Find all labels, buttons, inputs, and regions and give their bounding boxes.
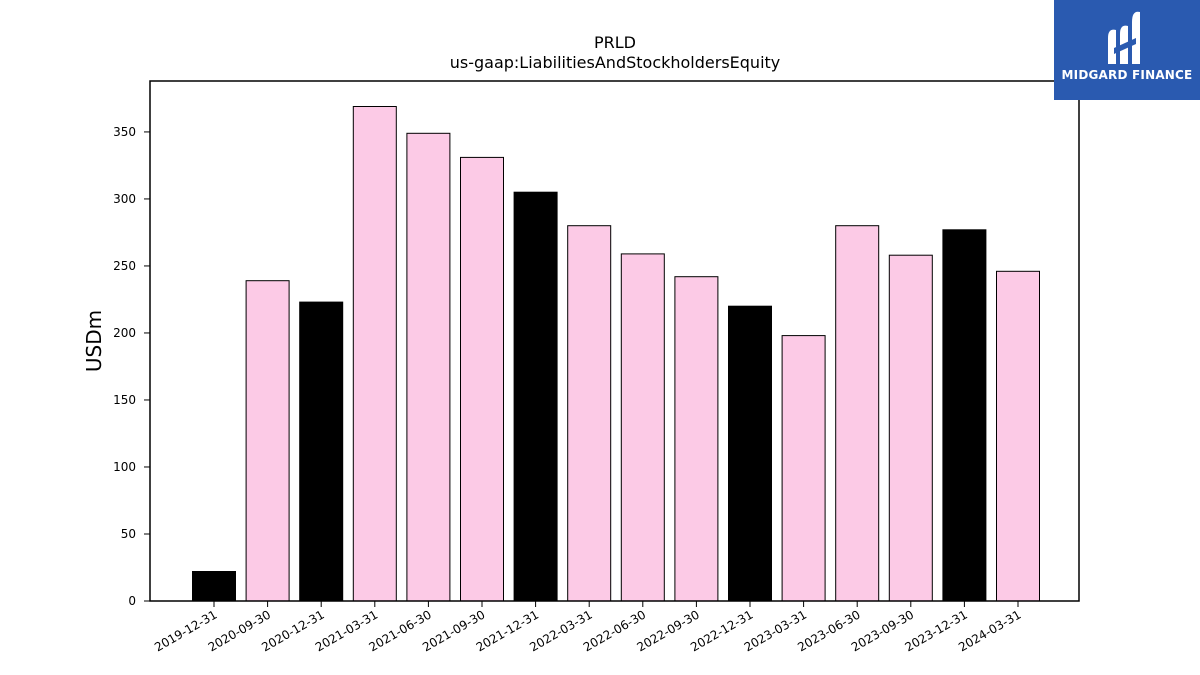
bar-2023-03-31	[781, 335, 826, 602]
y-tick-label: 150	[113, 393, 136, 407]
bar-2020-12-31	[299, 301, 344, 602]
bar-2022-09-30	[674, 276, 719, 602]
chart-title: PRLD	[594, 33, 636, 52]
y-tick-label: 300	[113, 192, 136, 206]
bar-2021-03-31	[352, 106, 397, 602]
brand-name: MIDGARD FINANCE	[1061, 68, 1193, 82]
bar-2022-03-31	[567, 225, 612, 602]
chart-subtitle: us-gaap:LiabilitiesAndStockholdersEquity	[450, 53, 781, 72]
y-tick-label: 250	[113, 259, 136, 273]
y-tick-label: 0	[128, 594, 136, 608]
bar-2024-03-31	[996, 270, 1040, 602]
y-axis-label: USDm	[82, 310, 106, 372]
bar-2021-09-30	[460, 156, 504, 602]
bar-2022-12-31	[728, 305, 772, 602]
midgard-logo-icon	[1108, 11, 1140, 64]
bar-2022-06-30	[620, 253, 665, 602]
y-tick-label: 200	[113, 326, 136, 340]
bar-2023-12-31	[942, 229, 987, 602]
y-tick-label: 50	[121, 527, 136, 541]
bars-layer	[192, 106, 1040, 602]
plot-frame	[149, 80, 1080, 602]
bar-2023-06-30	[835, 225, 880, 602]
bar-2023-09-30	[888, 254, 933, 602]
y-tick-label: 100	[113, 460, 136, 474]
y-tick-label: 350	[113, 125, 136, 139]
brand-logo: MIDGARD FINANCE	[1054, 0, 1200, 100]
bar-2021-12-31	[513, 191, 558, 602]
bar-2019-12-31	[192, 571, 236, 602]
bar-2021-06-30	[406, 132, 451, 602]
bar-2020-09-30	[245, 280, 290, 602]
